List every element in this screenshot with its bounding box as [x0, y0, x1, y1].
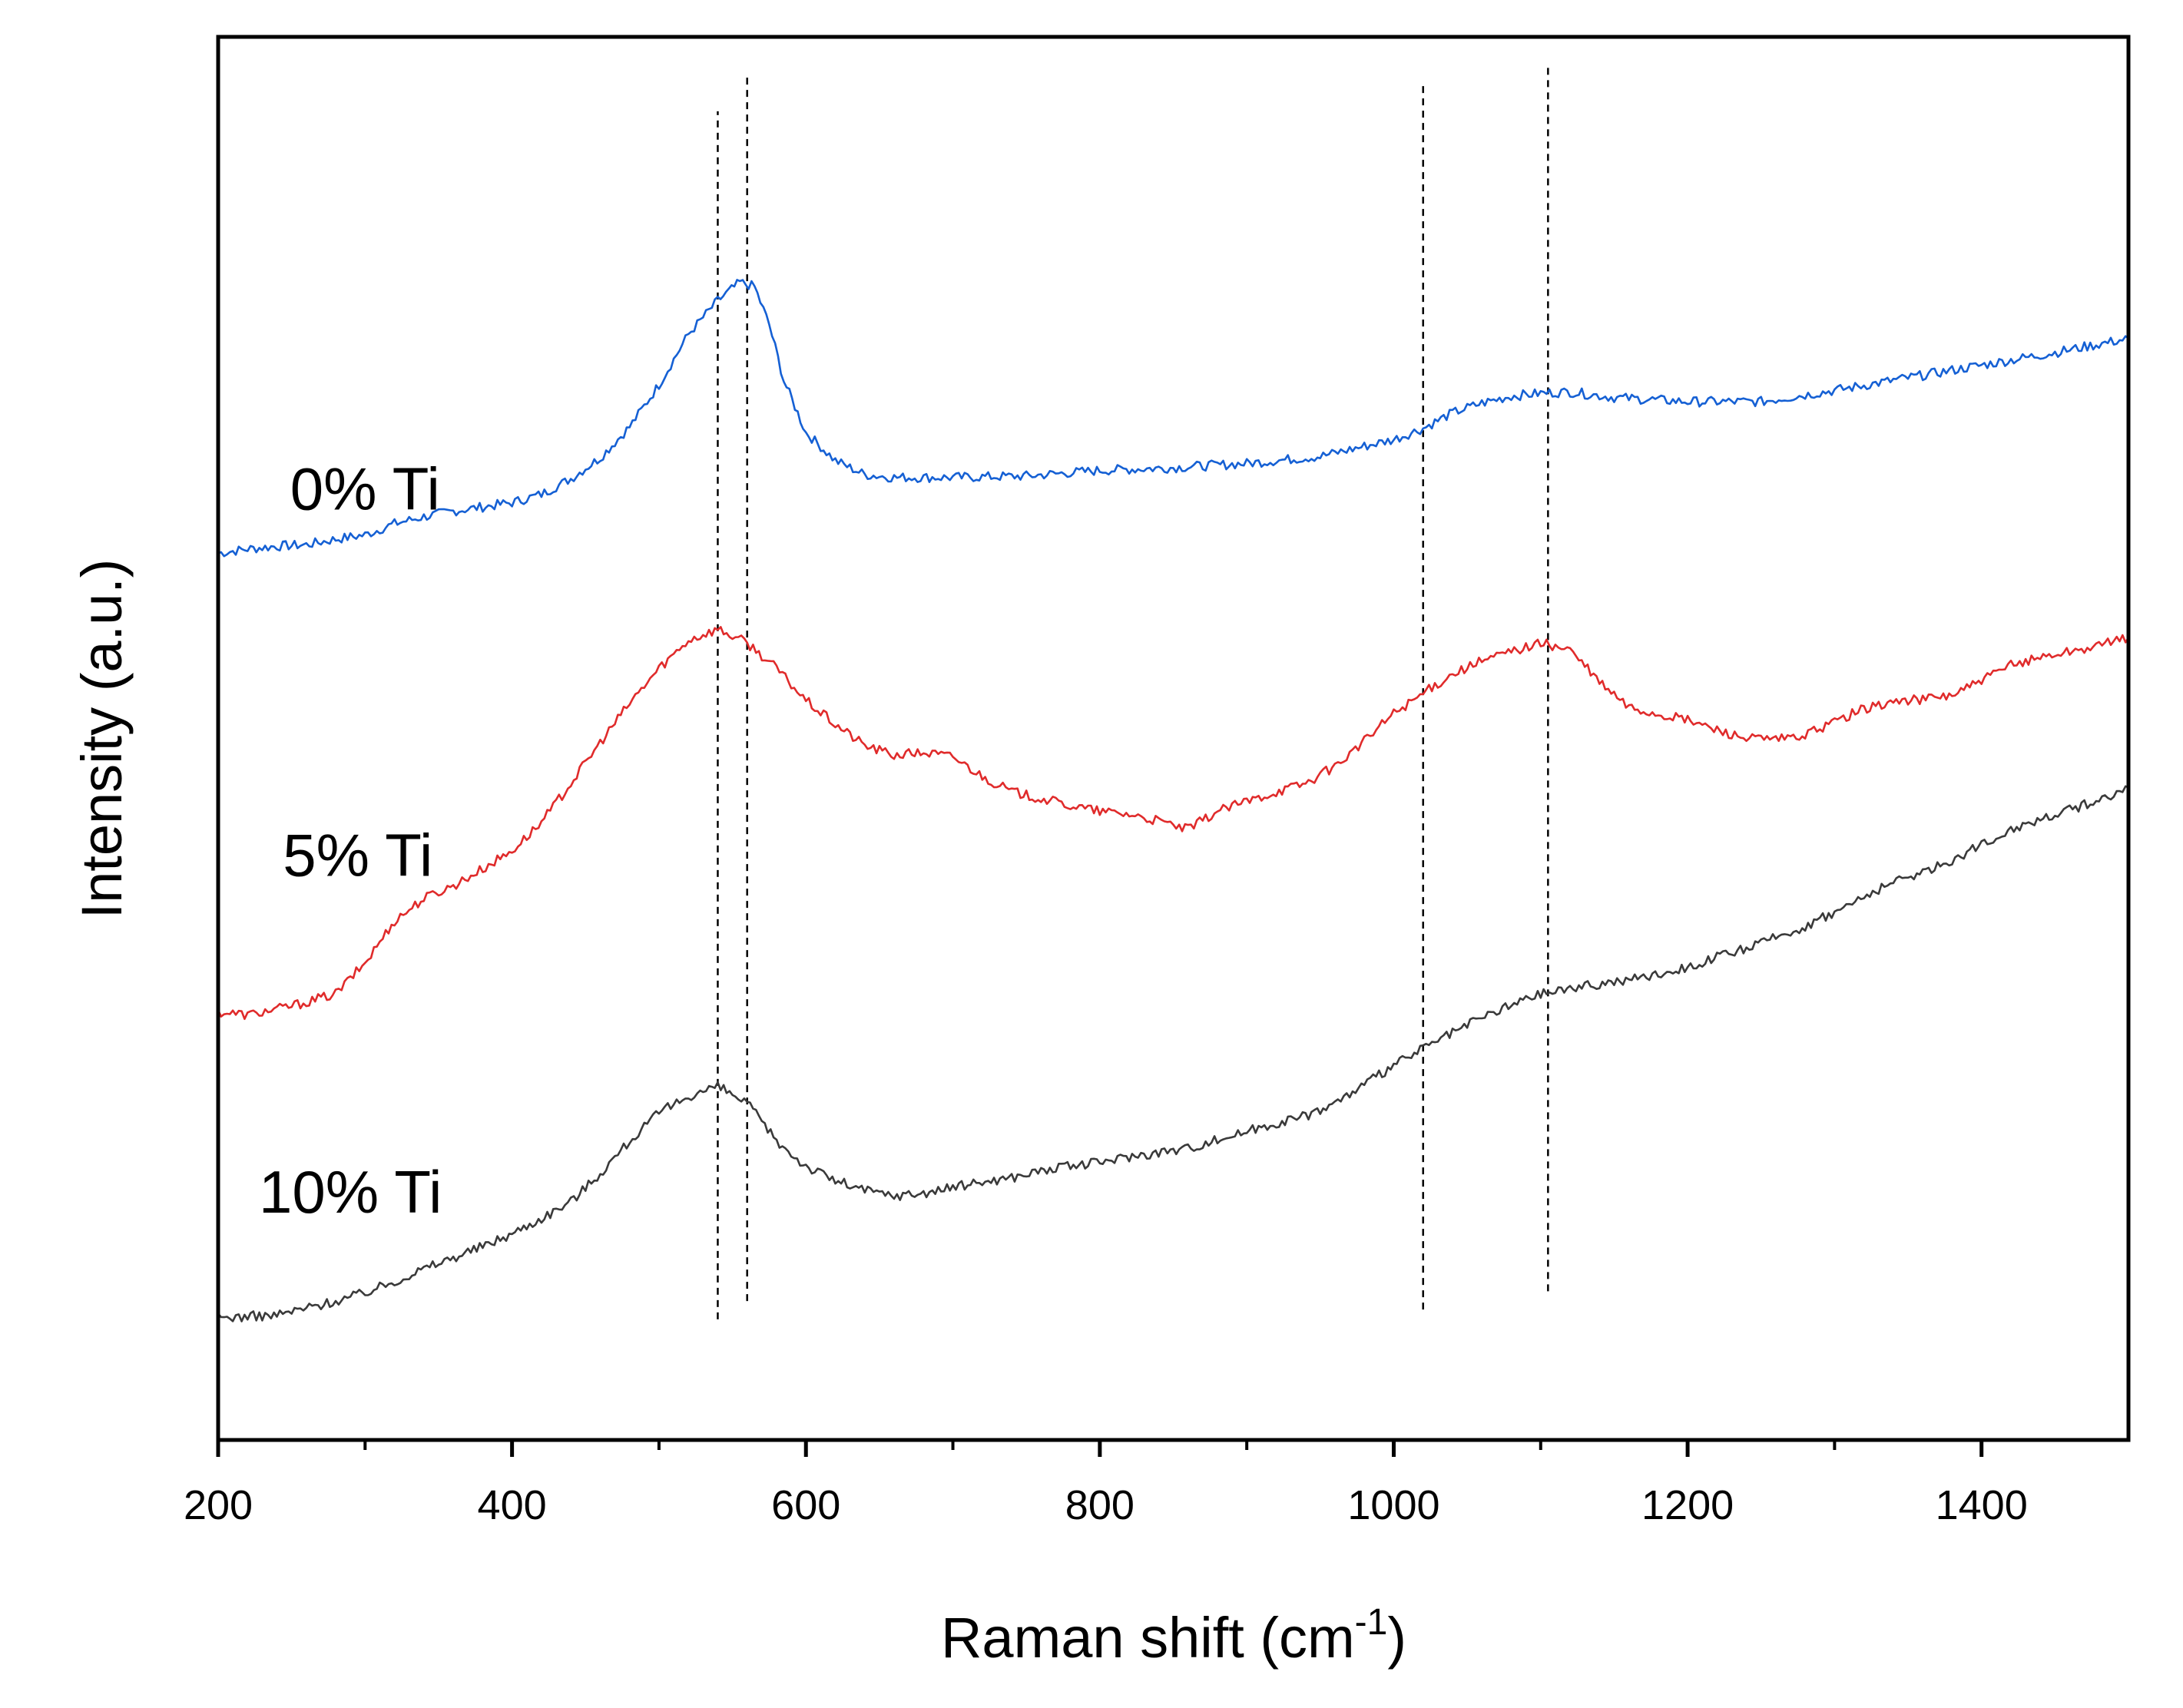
series-label-0-ti: 0% Ti: [290, 455, 440, 523]
x-axis-title-end: ): [1387, 1606, 1406, 1670]
x-tick-label-400: 400: [478, 1482, 547, 1528]
x-tick-label-1400: 1400: [1936, 1482, 2028, 1528]
series-labels: 0% Ti 5% Ti 10% Ti: [259, 455, 442, 1226]
series-label-10-ti: 10% Ti: [259, 1158, 442, 1226]
x-tick-label-200: 200: [184, 1482, 253, 1528]
series-line-0-ti: [217, 279, 2129, 558]
series-label-5-ti: 5% Ti: [283, 822, 432, 889]
x-tick-label-1200: 1200: [1641, 1482, 1734, 1528]
x-tick-label-600: 600: [771, 1482, 840, 1528]
x-axis-title-superscript: -1: [1355, 1602, 1388, 1643]
x-tick-label-1000: 1000: [1347, 1482, 1439, 1528]
x-axis-title: Raman shift (cm-1): [941, 1602, 1406, 1670]
y-axis-title: Intensity (a.u.): [70, 559, 134, 919]
plot-frame: [216, 35, 2131, 1442]
x-axis-title-main: Raman shift (cm: [941, 1606, 1355, 1670]
reference-lines: [717, 68, 1549, 1319]
series-line-10-ti: [217, 785, 2129, 1322]
x-axis-ticks: 200 400 600 800 1000 1200 1400: [184, 1440, 2028, 1528]
series-line-5-ti: [217, 626, 2130, 1021]
series-layer: [217, 279, 2130, 1322]
x-tick-label-800: 800: [1065, 1482, 1135, 1528]
